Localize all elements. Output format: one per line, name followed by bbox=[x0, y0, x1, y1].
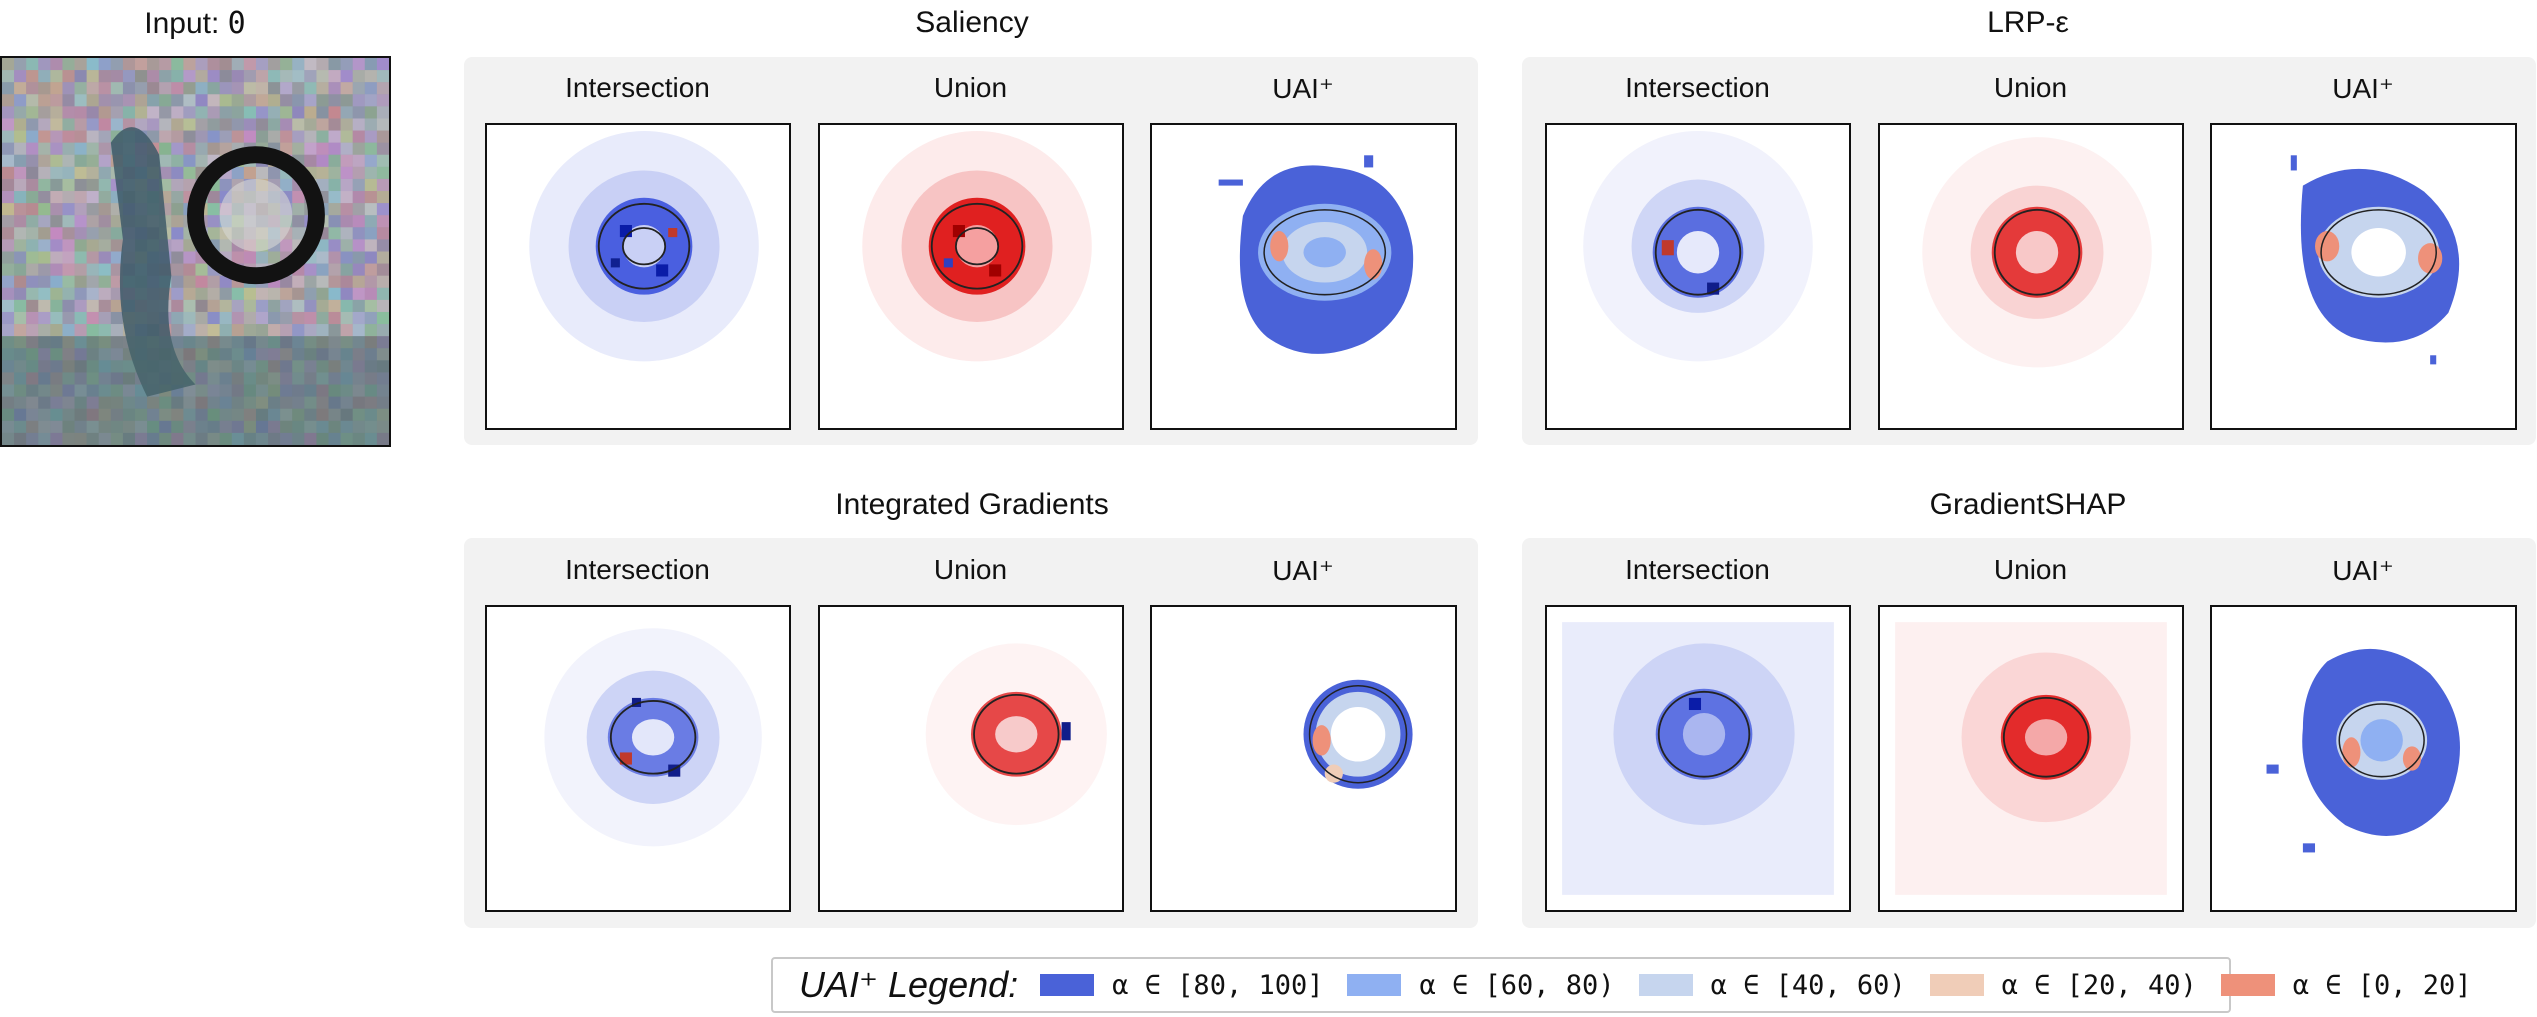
col-header-union: Union bbox=[933, 72, 1008, 103]
col-header-intersection: Intersection bbox=[565, 554, 710, 585]
input-title-value: 0 bbox=[227, 6, 246, 41]
method-title-gradientshap: GradientSHAP bbox=[1929, 488, 2127, 521]
legend-swatch bbox=[1347, 974, 1402, 996]
col-header-uai: UAI⁺ bbox=[1272, 555, 1334, 586]
legend-label: α ∈ [0, 20] bbox=[2292, 969, 2472, 1001]
legend-label: α ∈ [40, 60) bbox=[1710, 969, 1906, 1001]
input-image-svg bbox=[2, 58, 389, 445]
legend-item: α ∈ [40, 60) bbox=[1638, 969, 1906, 1001]
saliency-uai-map bbox=[1150, 123, 1457, 430]
ig-uai-map bbox=[1150, 605, 1457, 912]
col-header-uai: UAI⁺ bbox=[1272, 73, 1334, 104]
lrp-intersection-map bbox=[1545, 123, 1851, 430]
col-header-intersection: Intersection bbox=[1625, 554, 1770, 585]
lrp-union-map bbox=[1878, 123, 2184, 430]
legend-title: UAI⁺ Legend: bbox=[799, 964, 1019, 1005]
saliency-intersection-map bbox=[485, 123, 791, 430]
legend-label: α ∈ [80, 100] bbox=[1112, 969, 1324, 1001]
col-header-union: Union bbox=[1993, 72, 2068, 103]
col-header-intersection: Intersection bbox=[565, 72, 710, 103]
col-header-union: Union bbox=[933, 554, 1008, 585]
input-image bbox=[0, 56, 391, 447]
method-title-saliency: Saliency bbox=[915, 6, 1029, 39]
input-title: Input: 0 bbox=[0, 6, 390, 41]
lrp-uai-map bbox=[2210, 123, 2517, 430]
uai-legend: UAI⁺ Legend: α ∈ [80, 100] α ∈ [60, 80) … bbox=[771, 957, 2472, 1013]
legend-swatch bbox=[1929, 974, 1984, 996]
col-header-union: Union bbox=[1993, 554, 2068, 585]
col-header-uai: UAI⁺ bbox=[2332, 73, 2394, 104]
method-title-lrp: LRP-ε bbox=[1987, 6, 2069, 39]
legend-item: α ∈ [60, 80) bbox=[1347, 969, 1615, 1001]
legend-label: α ∈ [60, 80) bbox=[1419, 969, 1615, 1001]
legend-swatch bbox=[1040, 974, 1095, 996]
input-title-prefix: Input: bbox=[144, 7, 228, 40]
legend-item: α ∈ [0, 20] bbox=[2220, 969, 2472, 1001]
ig-union-map bbox=[818, 605, 1124, 912]
legend-swatch bbox=[1638, 974, 1693, 996]
col-header-intersection: Intersection bbox=[1625, 72, 1770, 103]
gradientshap-intersection-map bbox=[1545, 605, 1851, 912]
col-header-uai: UAI⁺ bbox=[2332, 555, 2394, 586]
gradientshap-uai-map bbox=[2210, 605, 2517, 912]
saliency-union-map bbox=[818, 123, 1124, 430]
legend-item: α ∈ [20, 40) bbox=[1929, 969, 2197, 1001]
method-title-integrated-gradients: Integrated Gradients bbox=[835, 488, 1109, 521]
legend-label: α ∈ [20, 40) bbox=[2001, 969, 2197, 1001]
gradientshap-union-map bbox=[1878, 605, 2184, 912]
ig-intersection-map bbox=[485, 605, 791, 912]
legend-swatch bbox=[2220, 974, 2275, 996]
legend-item: α ∈ [80, 100] bbox=[1040, 970, 1323, 1001]
